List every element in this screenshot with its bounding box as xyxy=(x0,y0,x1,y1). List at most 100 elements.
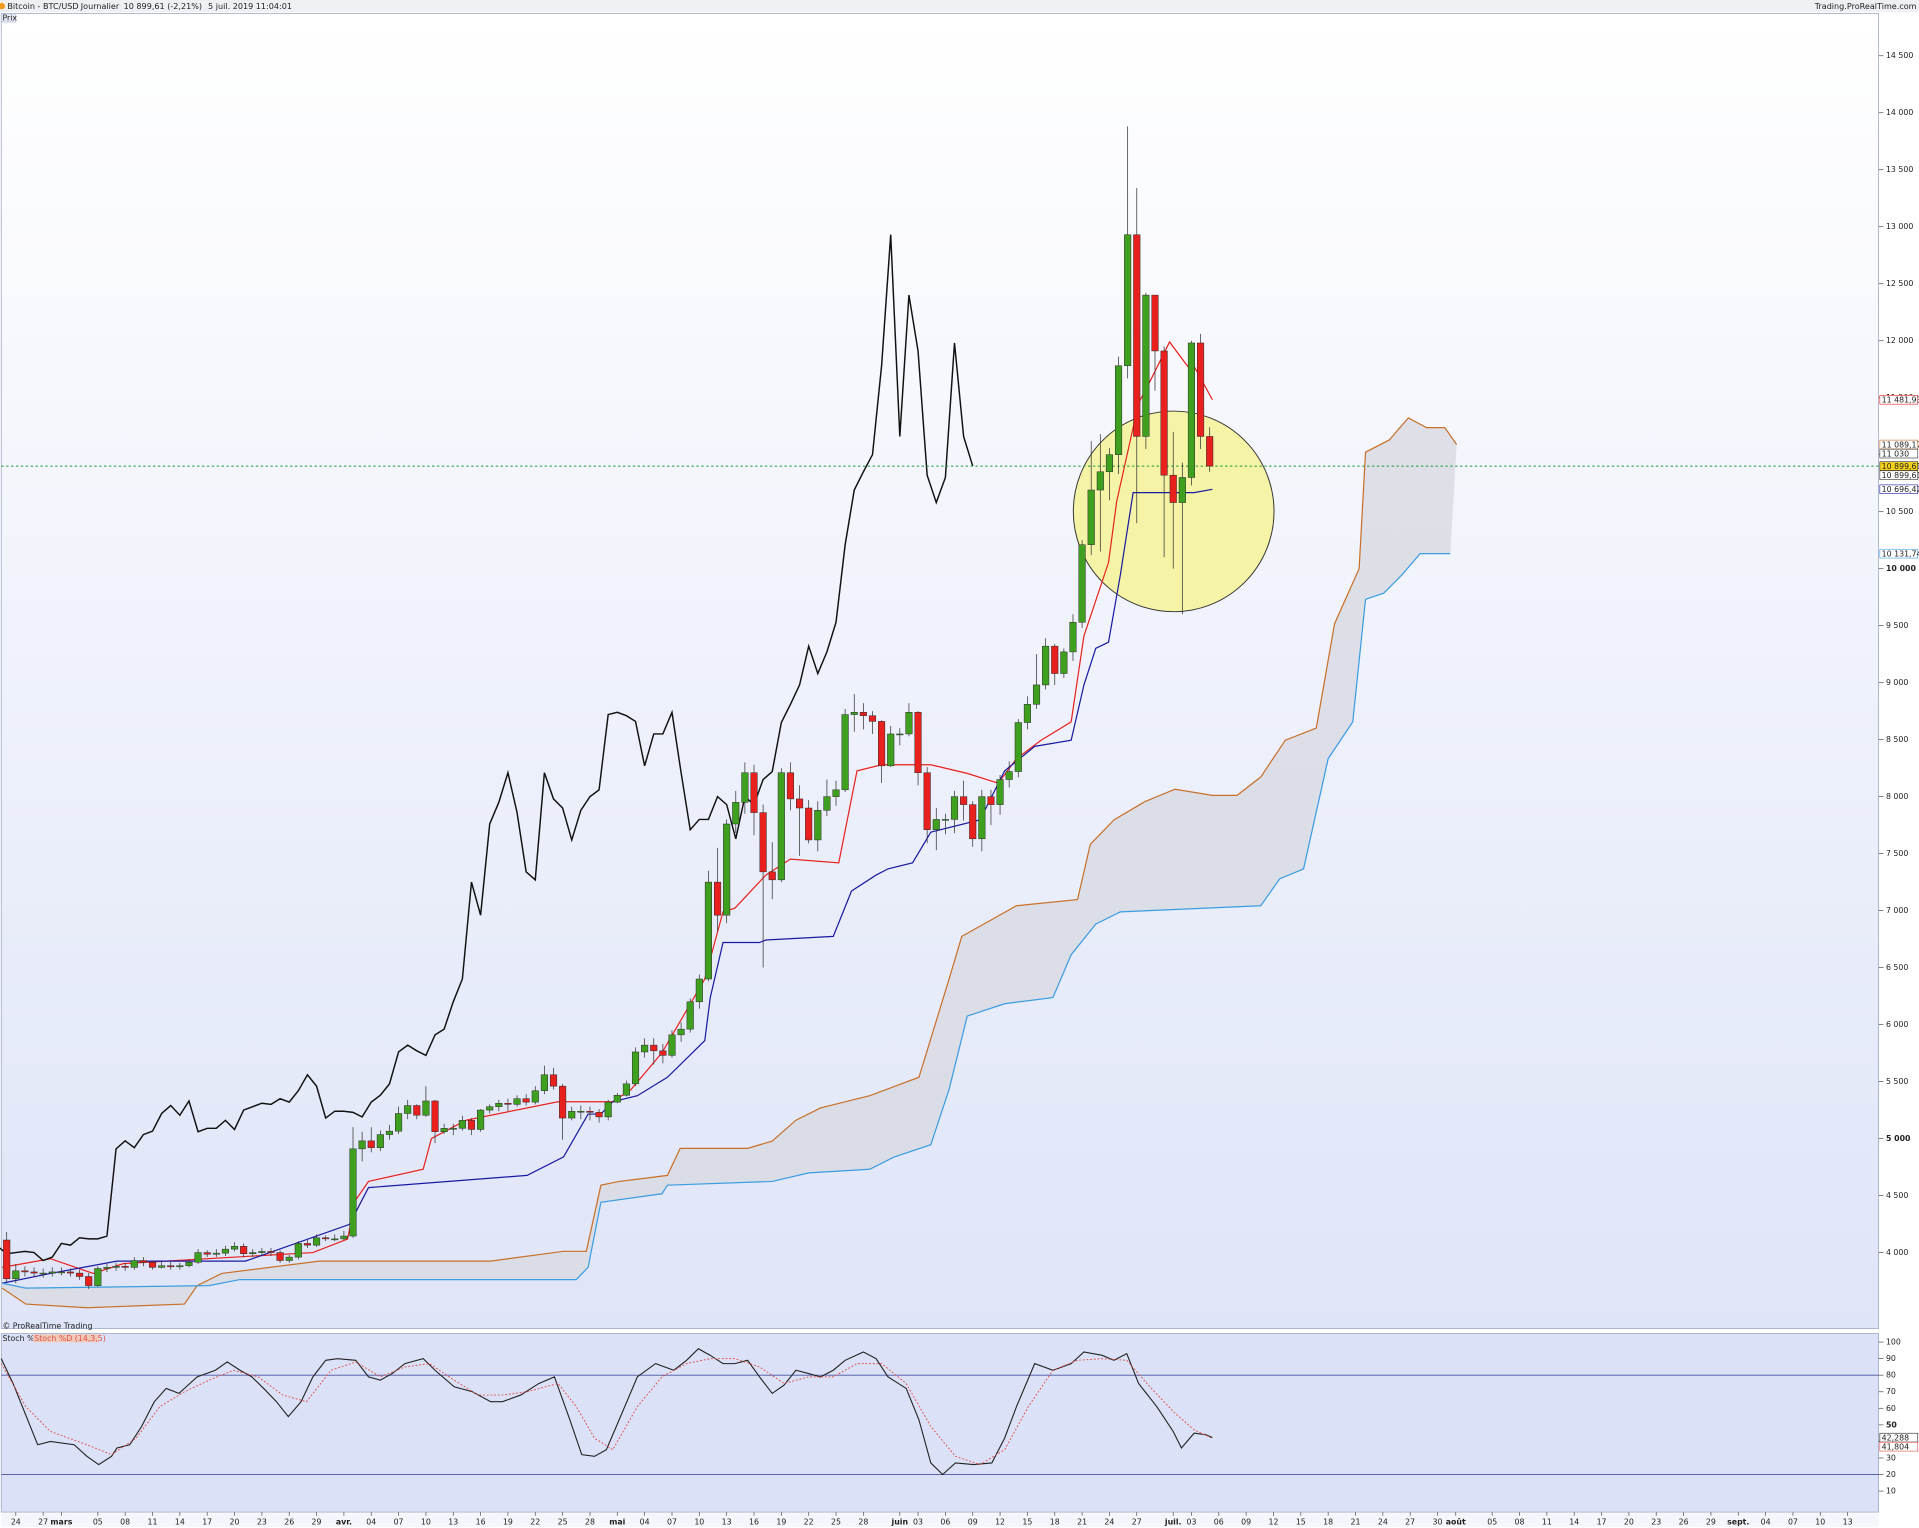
legend-entry: Stoch %K xyxy=(2,1334,40,1343)
candle-body xyxy=(395,1113,403,1132)
candle-body xyxy=(641,1044,649,1053)
x-tick-label: 15 xyxy=(1022,1517,1032,1526)
candle-body xyxy=(1032,684,1041,705)
candle-body xyxy=(732,802,740,825)
candle-body xyxy=(960,796,968,805)
x-tick-label: 19 xyxy=(503,1517,513,1526)
x-tick-label: 21 xyxy=(1077,1517,1087,1526)
indicator-line xyxy=(0,234,974,1262)
y-tick-label: 14 500 xyxy=(1886,51,1913,60)
y-tick-label: 30 xyxy=(1886,1453,1896,1462)
x-tick-label: 13 xyxy=(448,1517,458,1526)
y-tick-label: 5 000 xyxy=(1886,1134,1911,1143)
candle-body xyxy=(559,1085,567,1119)
candle-body xyxy=(413,1105,421,1116)
x-tick-label: 14 xyxy=(175,1517,185,1526)
candle-body xyxy=(3,1239,11,1280)
candle-body xyxy=(203,1252,211,1255)
value-badge xyxy=(1879,548,1919,559)
candle-body xyxy=(103,1267,111,1269)
candle-body xyxy=(57,1271,65,1274)
x-tick-label: 16 xyxy=(749,1517,759,1526)
value-badge-label: 11 030 xyxy=(1882,449,1909,458)
x-tick-label: 12 xyxy=(1268,1517,1278,1526)
stoch-line xyxy=(0,1348,1213,1476)
candle-body xyxy=(659,1050,667,1056)
legend-entry: Stoch %D (14,3,5) xyxy=(34,1334,106,1343)
candle-body xyxy=(1087,489,1095,545)
candle-body xyxy=(112,1265,120,1268)
candle-body xyxy=(531,1090,539,1103)
candle-body xyxy=(832,789,840,797)
y-tick-label: 14 000 xyxy=(1886,108,1913,117)
candle-body xyxy=(1078,544,1086,623)
candle-body xyxy=(176,1265,184,1268)
x-tick-label: 20 xyxy=(230,1517,240,1526)
candle-body xyxy=(1178,477,1186,503)
indicator-line xyxy=(2,553,1451,1289)
candle-body xyxy=(313,1237,321,1246)
y-tick-label: 60 xyxy=(1886,1404,1896,1413)
candle-body xyxy=(385,1130,394,1135)
candle-body xyxy=(495,1103,503,1107)
candle-body xyxy=(987,796,995,805)
candle-body xyxy=(322,1237,330,1240)
candle-body xyxy=(1069,621,1077,653)
candle-body xyxy=(668,1034,676,1056)
x-tick-label: 24 xyxy=(11,1517,21,1526)
value-badge-label: 41,804 xyxy=(1882,1443,1909,1452)
candle-body xyxy=(631,1051,640,1085)
y-tick-label: 80 xyxy=(1886,1371,1896,1380)
x-tick-label: 28 xyxy=(585,1517,595,1526)
candle-body xyxy=(513,1098,521,1105)
candle-body xyxy=(30,1271,38,1274)
candle-body xyxy=(941,819,949,821)
candle-body xyxy=(249,1252,257,1254)
candle-body xyxy=(1187,342,1196,478)
candle-body xyxy=(1206,436,1214,467)
value-badge-label: 10 131,74 xyxy=(1882,550,1919,559)
candle-body xyxy=(1114,365,1123,455)
x-tick-label: 08 xyxy=(1515,1517,1525,1526)
candle-body xyxy=(404,1105,412,1114)
candle-body xyxy=(522,1098,530,1103)
x-tick-label: 12 xyxy=(995,1517,1005,1526)
candle-body xyxy=(267,1251,275,1253)
x-tick-label: 05 xyxy=(1487,1517,1497,1526)
indicator-line xyxy=(1,417,1458,1309)
x-tick-label: 09 xyxy=(1241,1517,1251,1526)
x-tick-label: mai xyxy=(609,1517,625,1526)
x-tick-label: avr. xyxy=(336,1517,352,1526)
candle-body xyxy=(1142,294,1150,437)
y-tick-label: 9 000 xyxy=(1886,678,1908,687)
candle-body xyxy=(1014,722,1022,772)
x-tick-label: 14 xyxy=(1569,1517,1579,1526)
candle-body xyxy=(449,1128,457,1130)
x-tick-label: 10 xyxy=(1815,1517,1825,1526)
x-tick-label: 26 xyxy=(284,1517,294,1526)
y-tick-label: 4 000 xyxy=(1886,1248,1908,1257)
x-tick-label: 06 xyxy=(1214,1517,1224,1526)
candle-body xyxy=(212,1252,220,1255)
y-tick-label: 7 500 xyxy=(1886,849,1908,858)
x-tick-label: 29 xyxy=(312,1517,322,1526)
x-tick-label: 29 xyxy=(1706,1517,1716,1526)
candle-body xyxy=(194,1252,202,1263)
candle-body xyxy=(258,1251,266,1253)
candle-body xyxy=(796,798,804,809)
x-tick-label: 18 xyxy=(1323,1517,1333,1526)
panel-label-box xyxy=(0,13,17,23)
candle-body xyxy=(923,772,931,830)
timestamp: 5 juil. 2019 11:04:01 xyxy=(208,2,292,11)
candle-body xyxy=(996,779,1004,805)
candle-body xyxy=(185,1262,193,1266)
candle-body xyxy=(613,1095,621,1103)
candle-body xyxy=(814,810,822,841)
x-tick-label: 11 xyxy=(1542,1517,1552,1526)
candle-body xyxy=(1005,771,1013,780)
y-tick-label: 10 500 xyxy=(1886,507,1913,516)
candle-body xyxy=(1042,645,1050,686)
x-tick-label: mars xyxy=(50,1517,72,1526)
x-tick-label: 28 xyxy=(858,1517,868,1526)
x-tick-label: 06 xyxy=(940,1517,950,1526)
